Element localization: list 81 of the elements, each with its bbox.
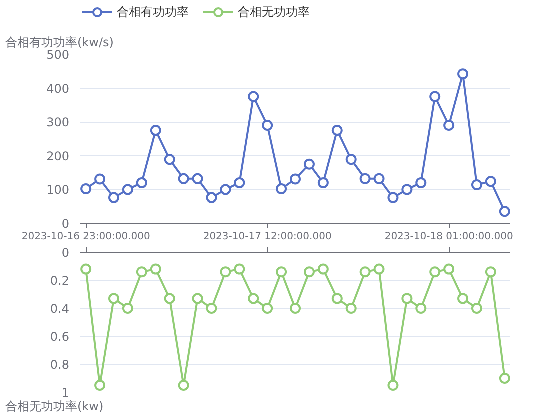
point — [499, 373, 510, 384]
point — [374, 173, 385, 184]
point — [416, 303, 427, 314]
point — [290, 174, 301, 185]
y-tick-label: 100 — [46, 183, 70, 198]
point — [248, 293, 260, 304]
y-tick-label: 0.4 — [50, 302, 70, 316]
point — [402, 184, 413, 196]
y-axis-title: 合相有功功率(kw/s) — [6, 36, 114, 50]
point — [318, 264, 329, 275]
point — [332, 293, 343, 304]
point — [94, 174, 106, 185]
point — [178, 173, 190, 184]
point — [388, 380, 399, 391]
point — [458, 293, 469, 304]
point — [485, 266, 496, 278]
point — [304, 266, 315, 278]
point — [206, 192, 218, 204]
legend-label: 合相无功功率 — [238, 4, 310, 20]
point — [220, 184, 232, 196]
point — [332, 125, 343, 136]
point — [388, 192, 399, 204]
point — [276, 184, 288, 195]
point — [94, 380, 106, 391]
point — [178, 380, 190, 391]
x-tick-label: 2023-10-17 12:00:00.000 — [203, 232, 332, 242]
point — [430, 266, 441, 278]
point — [150, 125, 162, 136]
point — [360, 173, 371, 184]
x-tick-label: 2023-10-16 23:00:00.000 — [22, 232, 150, 242]
point — [346, 154, 357, 166]
point — [444, 264, 455, 275]
y-tick-label: 0.2 — [50, 274, 70, 288]
point — [402, 293, 413, 304]
point — [150, 264, 162, 275]
point — [122, 303, 134, 314]
y-axis-title: 合相无功功率(kw) — [6, 400, 104, 414]
point — [108, 192, 120, 204]
y-tick-label: 500 — [46, 48, 70, 62]
point — [234, 177, 246, 188]
point — [416, 177, 427, 188]
y-tick-label: 0 — [62, 217, 70, 231]
point — [444, 120, 455, 131]
point — [192, 293, 204, 304]
y-tick-label: 0.6 — [50, 330, 70, 344]
point — [485, 176, 496, 188]
x-tick-label: 2023-10-18 01:00:00.000 — [384, 232, 514, 242]
point — [471, 303, 482, 314]
point — [499, 206, 510, 218]
y-tick-label: 200 — [46, 149, 70, 164]
point — [248, 91, 260, 102]
point — [80, 264, 92, 275]
point — [164, 293, 176, 304]
y-tick-label: 0 — [62, 246, 70, 260]
point — [164, 154, 176, 166]
point — [374, 264, 385, 275]
point — [360, 266, 371, 278]
point — [304, 158, 315, 170]
point — [122, 184, 134, 196]
point — [290, 303, 301, 314]
point — [276, 266, 288, 278]
point — [346, 303, 357, 314]
point — [80, 184, 92, 195]
point — [430, 91, 441, 102]
legend-label: 合相有功功率 — [117, 4, 189, 20]
point — [471, 179, 482, 190]
point — [206, 303, 218, 314]
y-tick-label: 0.8 — [50, 358, 70, 372]
y-tick-label: 400 — [46, 82, 70, 96]
point — [234, 264, 246, 275]
point — [136, 266, 148, 278]
point — [136, 177, 148, 188]
point — [220, 266, 232, 278]
point — [192, 173, 204, 184]
point — [458, 68, 469, 80]
y-tick-label: 300 — [46, 116, 70, 130]
point — [262, 120, 274, 131]
point — [262, 303, 274, 314]
y-tick-label: 1 — [62, 386, 70, 400]
point — [318, 177, 329, 188]
point — [108, 293, 120, 304]
